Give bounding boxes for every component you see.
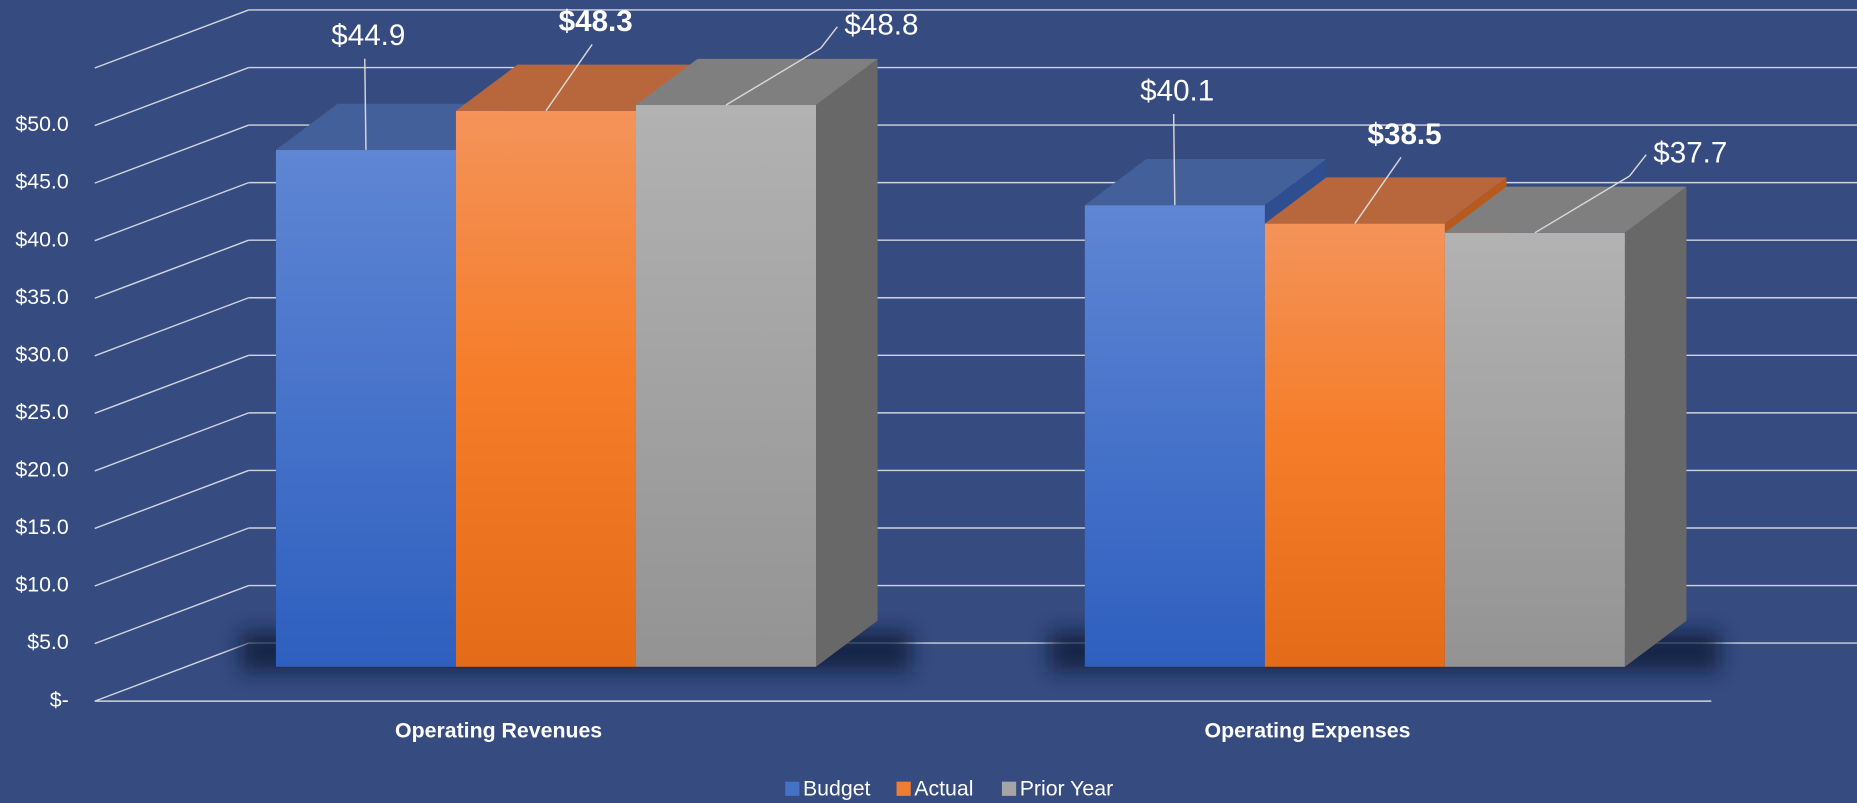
leader-line [820,26,838,49]
y-tick-label: $- [50,688,69,712]
bar-top [1264,177,1507,224]
grid-line [94,642,249,702]
bar-side [815,58,878,667]
y-tick-label: $20.0 [15,458,68,482]
bar [1264,223,1445,667]
data-label: $37.7 [1653,136,1727,169]
bar-top [1084,158,1327,206]
bar-side [1624,186,1687,667]
data-label: $38.5 [1368,118,1442,151]
data-label: $48.8 [844,9,918,42]
leader-line [1629,154,1647,177]
leader-line [725,47,822,106]
y-tick-label: $40.0 [15,227,68,251]
wall-edge [94,9,249,69]
legend-label: Actual [914,777,973,801]
grid-line [94,66,249,127]
y-tick-label: $30.0 [15,342,68,366]
grid-line [94,354,249,415]
y-tick-label: $50.0 [15,112,68,136]
x-tick-label: Operating Revenues [395,719,602,743]
grid-line [94,239,249,299]
legend-swatch [896,781,911,796]
y-tick-label: $35.0 [15,285,68,309]
bar [455,110,636,667]
y-tick-label: $25.0 [15,400,68,424]
grid-line [94,412,249,472]
grid-line [94,124,249,184]
y-tick-label: $5.0 [27,630,69,654]
grid-line [94,584,249,645]
legend-swatch [1001,781,1017,796]
grid-line [94,527,249,587]
grid-line [94,469,249,530]
data-label: $48.3 [559,5,633,38]
bar-top [455,64,698,111]
legend-label: Budget [803,777,871,801]
bar [275,149,456,667]
grid-line [94,181,249,242]
legend-swatch [785,781,800,796]
data-label: $44.9 [331,19,405,52]
leader-line [1354,156,1402,224]
y-tick-label: $45.0 [15,170,68,194]
y-tick-label: $15.0 [15,515,68,539]
bar [1444,232,1625,667]
leader-line [1534,175,1630,234]
y-tick-label: $10.0 [15,573,68,597]
grid-line [94,297,249,357]
bar-top [1444,186,1687,233]
bar-top [635,58,878,106]
data-label: $40.1 [1140,74,1214,107]
x-tick-label: Operating Expenses [1205,719,1411,743]
leader-line [545,44,593,112]
leader-line [1172,113,1176,206]
bar [635,105,816,667]
leader-line [364,58,367,150]
bar [1084,205,1265,667]
legend-label: Prior Year [1020,777,1114,801]
